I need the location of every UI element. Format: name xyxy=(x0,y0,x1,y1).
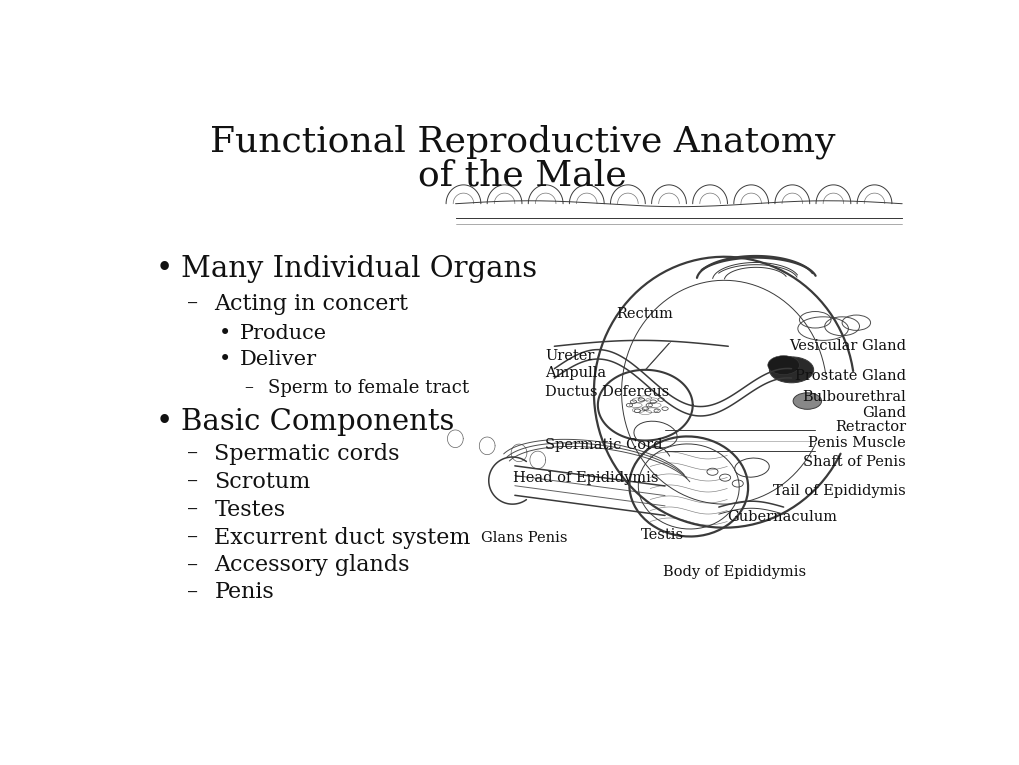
Text: Excurrent duct system: Excurrent duct system xyxy=(214,527,471,549)
Text: –: – xyxy=(186,581,198,604)
Text: –: – xyxy=(186,527,198,549)
Text: Shaft of Penis: Shaft of Penis xyxy=(803,454,905,469)
Text: Many Individual Organs: Many Individual Organs xyxy=(181,255,537,282)
Text: •: • xyxy=(218,350,230,369)
Text: Gubernaculum: Gubernaculum xyxy=(726,510,836,524)
Text: Ureter: Ureter xyxy=(544,349,594,363)
Text: Rectum: Rectum xyxy=(615,308,673,321)
Ellipse shape xyxy=(767,356,799,375)
Text: Ampulla: Ampulla xyxy=(544,366,605,380)
Text: –: – xyxy=(186,499,198,521)
Ellipse shape xyxy=(768,356,813,382)
Text: Testes: Testes xyxy=(214,499,285,521)
Text: •: • xyxy=(155,255,172,282)
Text: –: – xyxy=(186,555,198,576)
Text: Functional Reproductive Anatomy: Functional Reproductive Anatomy xyxy=(210,125,835,159)
Ellipse shape xyxy=(793,392,820,409)
Text: Bulbourethral
Gland: Bulbourethral Gland xyxy=(802,390,905,420)
Text: Deliver: Deliver xyxy=(239,350,317,369)
Text: –: – xyxy=(186,443,198,465)
Text: –: – xyxy=(186,470,198,493)
Text: Scrotum: Scrotum xyxy=(214,470,311,493)
Text: –: – xyxy=(245,379,253,396)
Text: Spermatic cords: Spermatic cords xyxy=(214,443,399,465)
Text: Glans Penis: Glans Penis xyxy=(480,532,567,545)
Text: Vesicular Gland: Vesicular Gland xyxy=(789,339,905,353)
Text: Retractor
Penis Muscle: Retractor Penis Muscle xyxy=(808,419,905,450)
Text: Penis: Penis xyxy=(214,581,274,604)
Text: Acting in concert: Acting in concert xyxy=(214,293,408,315)
Text: Prostate Gland: Prostate Gland xyxy=(795,369,905,382)
Text: Tail of Epididymis: Tail of Epididymis xyxy=(772,484,905,498)
Text: –: – xyxy=(186,293,198,315)
Text: Produce: Produce xyxy=(239,324,326,343)
Text: Body of Epididymis: Body of Epididymis xyxy=(662,565,806,579)
Text: Basic Components: Basic Components xyxy=(181,408,454,436)
Text: Head of Epididymis: Head of Epididymis xyxy=(513,470,658,485)
Text: Accessory glands: Accessory glands xyxy=(214,555,410,576)
Text: •: • xyxy=(155,408,172,436)
Text: Ductus Defereus: Ductus Defereus xyxy=(544,386,668,399)
Text: Testis: Testis xyxy=(640,529,683,542)
Text: •: • xyxy=(218,324,230,343)
Text: Spermatic Cord: Spermatic Cord xyxy=(544,438,661,452)
Text: Sperm to female tract: Sperm to female tract xyxy=(268,379,469,396)
Text: of the Male: of the Male xyxy=(418,158,627,193)
